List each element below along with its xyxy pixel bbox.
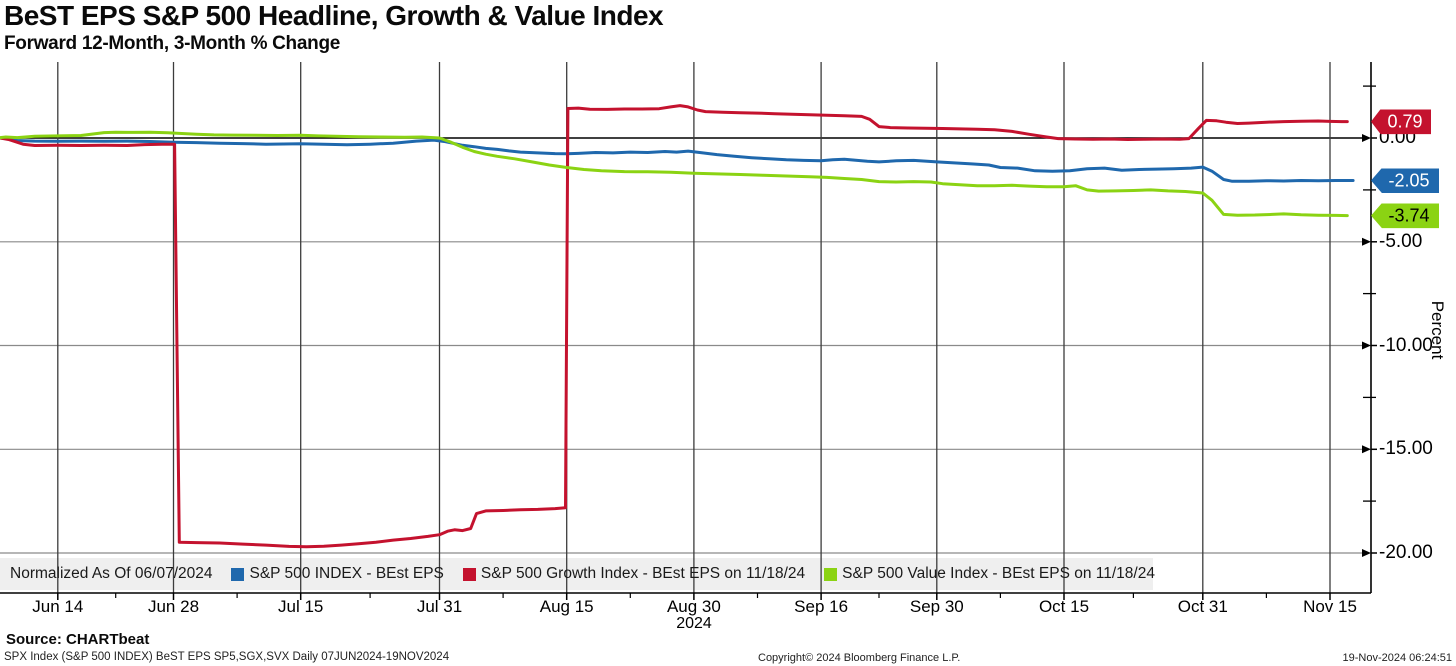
h-grid-arrowhead — [1362, 237, 1371, 246]
series-line — [0, 136, 1355, 183]
chart-subtitle: Forward 12-Month, 3-Month % Change — [4, 33, 341, 54]
h-grid-arrowhead — [1362, 134, 1371, 142]
h-grid-arrowhead — [1362, 549, 1371, 557]
legend-background — [0, 558, 1153, 590]
series-line — [0, 130, 1349, 218]
h-grid-arrowhead — [1362, 341, 1371, 350]
series-line — [0, 104, 1349, 549]
chart-title: BeST EPS S&P 500 Headline, Growth & Valu… — [4, 0, 664, 31]
h-grid-arrowhead — [1362, 445, 1371, 454]
